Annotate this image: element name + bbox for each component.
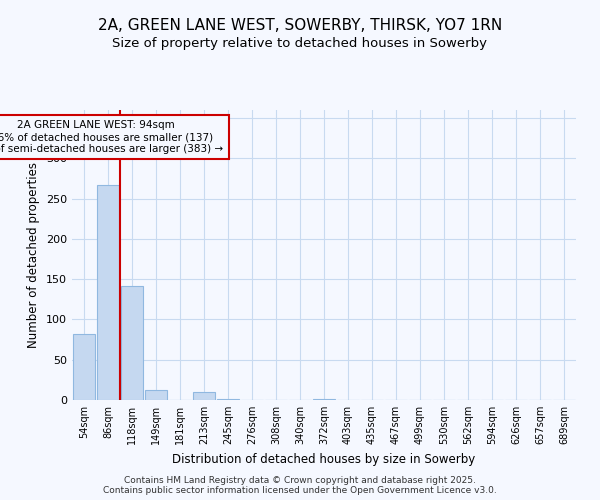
Text: Size of property relative to detached houses in Sowerby: Size of property relative to detached ho… bbox=[113, 38, 487, 51]
Bar bbox=[121, 286, 143, 400]
Text: Contains HM Land Registry data © Crown copyright and database right 2025.
Contai: Contains HM Land Registry data © Crown c… bbox=[103, 476, 497, 495]
Text: 2A, GREEN LANE WEST, SOWERBY, THIRSK, YO7 1RN: 2A, GREEN LANE WEST, SOWERBY, THIRSK, YO… bbox=[98, 18, 502, 32]
Text: 2A GREEN LANE WEST: 94sqm
← 26% of detached houses are smaller (137)
73% of semi: 2A GREEN LANE WEST: 94sqm ← 26% of detac… bbox=[0, 120, 224, 154]
Bar bbox=[145, 390, 167, 400]
X-axis label: Distribution of detached houses by size in Sowerby: Distribution of detached houses by size … bbox=[172, 452, 476, 466]
Bar bbox=[217, 399, 239, 400]
Y-axis label: Number of detached properties: Number of detached properties bbox=[28, 162, 40, 348]
Bar bbox=[97, 185, 119, 400]
Bar bbox=[313, 399, 335, 400]
Bar bbox=[73, 334, 95, 400]
Bar bbox=[193, 392, 215, 400]
